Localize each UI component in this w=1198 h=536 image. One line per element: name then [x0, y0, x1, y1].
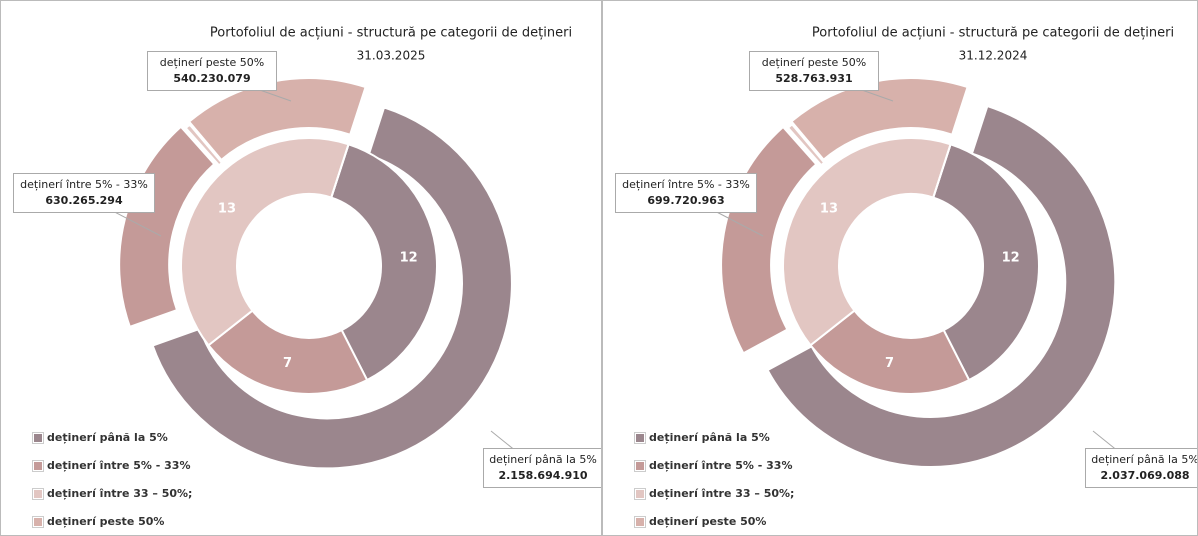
- data-label: deținerí între 5% - 33% 699.720.963: [615, 173, 757, 213]
- label-value: 540.230.079: [173, 72, 251, 85]
- label-value: 528.763.931: [775, 72, 853, 85]
- label-category: deținerí între 5% - 33%: [622, 178, 750, 191]
- inner-label: 12: [1002, 251, 1020, 266]
- legend-item: deținerí între 33 – 50%;: [32, 487, 193, 500]
- chart-title: Portofoliul de acțiuni - structură pe ca…: [210, 26, 572, 41]
- legend-swatch: [634, 431, 646, 444]
- donut-slice: [207, 309, 369, 395]
- label-value: 630.265.294: [45, 194, 123, 207]
- donut-slice: [184, 123, 224, 167]
- legend-item: deținerí până la 5%: [32, 431, 168, 444]
- legend-label: deținerí între 33 – 50%;: [649, 487, 795, 500]
- label-category: deținerí până la 5%: [1091, 453, 1198, 466]
- chart: Portofoliul de acțiuni - structură pe ca…: [679, 26, 1174, 469]
- data-label: deținerí peste 50% 528.763.931: [749, 51, 879, 91]
- inner-label: 12: [400, 251, 418, 266]
- donut-slice: [766, 104, 1117, 468]
- legend-swatch: [32, 487, 44, 500]
- label-category: deținerí până la 5%: [489, 453, 597, 466]
- donut-slice: [151, 106, 513, 470]
- inner-label: 7: [283, 356, 292, 371]
- label-category: deținerí peste 50%: [159, 56, 265, 69]
- legend-item: deținerí între 33 – 50%;: [634, 487, 795, 500]
- data-label: deținerí peste 50% 540.230.079: [147, 51, 277, 91]
- legend-label: deținerí peste 50%: [649, 515, 767, 528]
- legend-item: deținerí peste 50%: [32, 515, 165, 528]
- legend-label: deținerí între 33 – 50%;: [47, 487, 193, 500]
- legend-swatch: [32, 431, 44, 444]
- donut-slice: [931, 143, 1040, 382]
- legend-label: deținerí între 5% - 33%: [649, 459, 793, 472]
- donut-slice: [782, 137, 952, 347]
- donut-slice: [187, 77, 367, 162]
- data-label: deținerí până la 5% 2.158.694.910: [483, 448, 601, 488]
- chart-subtitle: 31.12.2024: [959, 49, 1028, 63]
- inner-label: 13: [218, 201, 236, 216]
- donut-slice: [786, 122, 826, 167]
- legend-swatch: [32, 515, 44, 528]
- legend-label: deținerí până la 5%: [649, 431, 770, 444]
- label-category: deținerí între 5% - 33%: [20, 178, 148, 191]
- legend-label: deținerí între 5% - 33%: [47, 459, 191, 472]
- legend-item: deținerí între 5% - 33%: [32, 459, 191, 472]
- legend-item: deținerí între 5% - 33%: [634, 459, 793, 472]
- inner-label: 13: [820, 201, 838, 216]
- donut-slice: [790, 77, 969, 162]
- legend-swatch: [634, 459, 646, 472]
- chart-panel: Portofoliul de acțiuni - structură pe ca…: [0, 0, 602, 536]
- legend-item: deținerí peste 50%: [634, 515, 767, 528]
- legend-swatch: [32, 459, 44, 472]
- label-category: deținerí peste 50%: [761, 56, 867, 69]
- legend-item: deținerí până la 5%: [634, 431, 770, 444]
- data-label: deținerí între 5% - 33% 630.265.294: [13, 173, 155, 213]
- label-value: 2.037.069.088: [1100, 469, 1190, 482]
- legend-label: deținerí peste 50%: [47, 515, 165, 528]
- chart-panel: Portofoliul de acțiuni - structură pe ca…: [602, 0, 1198, 536]
- chart-subtitle: 31.03.2025: [357, 49, 426, 63]
- label-value: 2.158.694.910: [498, 469, 588, 482]
- legend-swatch: [634, 487, 646, 500]
- label-value: 699.720.963: [647, 194, 725, 207]
- donut-slice: [329, 143, 438, 382]
- legend-swatch: [634, 515, 646, 528]
- donut-slice: [180, 137, 350, 347]
- data-label: deținerí până la 5% 2.037.069.088: [1085, 448, 1198, 488]
- donut-slice: [809, 309, 971, 395]
- legend-label: deținerí până la 5%: [47, 431, 168, 444]
- inner-label: 7: [885, 356, 894, 371]
- chart-title: Portofoliul de acțiuni - structură pe ca…: [812, 26, 1174, 41]
